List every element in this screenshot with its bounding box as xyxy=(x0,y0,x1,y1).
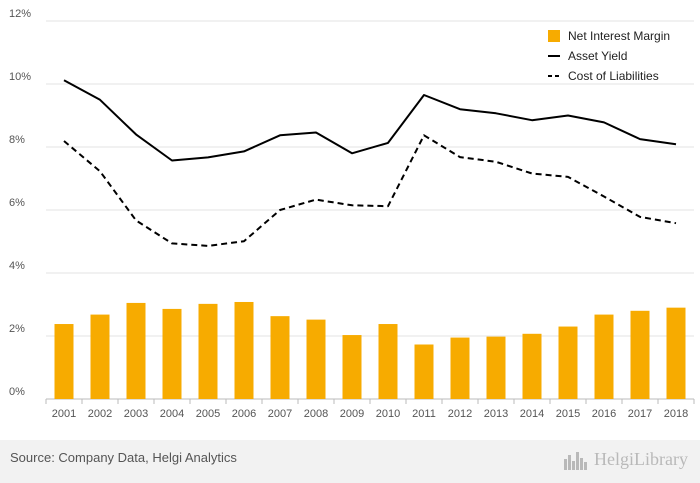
bar xyxy=(234,301,254,399)
x-tick-label: 2010 xyxy=(376,408,400,420)
legend: Net Interest Margin Asset Yield Cost of Li… xyxy=(548,29,670,83)
y-tick-label: 8% xyxy=(9,134,25,146)
bar xyxy=(198,303,218,399)
x-tick-label: 2009 xyxy=(340,408,364,420)
y-tick-label: 2% xyxy=(9,323,25,335)
bar xyxy=(270,316,290,399)
bar xyxy=(486,336,506,399)
x-tick-label: 2011 xyxy=(412,408,436,420)
y-tick-label: 12% xyxy=(9,8,31,20)
city-skyline-icon xyxy=(564,451,588,470)
bar xyxy=(450,337,470,399)
x-tick-label: 2005 xyxy=(196,408,220,420)
x-axis-ticks: 2001 2002 2003 2004 2005 2006 2007 2008 2009 2010… xyxy=(45,399,695,420)
x-tick-label: 2012 xyxy=(448,408,472,420)
bar xyxy=(378,324,398,399)
y-tick-label: 4% xyxy=(9,260,25,272)
x-tick-label: 2002 xyxy=(88,408,112,420)
brand: HelgiLibrary xyxy=(563,449,688,470)
legend-label: Asset Yield xyxy=(568,49,627,63)
legend-swatch xyxy=(548,30,560,42)
x-tick-label: 2008 xyxy=(304,408,328,420)
y-tick-label: 0% xyxy=(9,386,25,398)
legend-label: Net Interest Margin xyxy=(568,29,670,43)
x-tick-label: 2003 xyxy=(124,408,148,420)
bar xyxy=(414,344,434,399)
asset-yield-line xyxy=(63,79,677,162)
bar xyxy=(594,314,614,399)
bar xyxy=(90,314,110,399)
x-tick-label: 2006 xyxy=(232,408,256,420)
bar xyxy=(630,310,650,399)
x-tick-label: 2013 xyxy=(484,408,508,420)
chart: 0%2%4%6%8%10%12% 2001 2002 2003 2004 2005 200… xyxy=(9,8,695,420)
legend-label: Cost of Liabilities xyxy=(568,69,659,83)
brand-name: HelgiLibrary xyxy=(594,449,688,469)
x-tick-label: 2014 xyxy=(520,408,544,420)
y-axis-ticks: 0% 2% 4% 6% 8% 10% 12% xyxy=(9,8,31,398)
bar xyxy=(162,308,182,399)
x-tick-label: 2001 xyxy=(52,408,76,420)
x-tick-label: 2007 xyxy=(268,408,292,420)
y-tick-label: 6% xyxy=(9,197,25,209)
bar xyxy=(522,333,542,399)
bar xyxy=(342,335,362,399)
bars xyxy=(54,301,686,399)
bar xyxy=(558,326,578,399)
x-tick-label: 2015 xyxy=(556,408,580,420)
bar xyxy=(306,319,326,399)
x-tick-label: 2018 xyxy=(664,408,688,420)
lines xyxy=(63,79,677,247)
bar xyxy=(54,324,74,399)
y-tick-label: 10% xyxy=(9,71,31,83)
footer: Source: Company Data, Helgi Analytics He… xyxy=(0,440,700,483)
source-note: Source: Company Data, Helgi Analytics xyxy=(10,450,237,465)
bar xyxy=(126,302,146,399)
x-tick-label: 2016 xyxy=(592,408,616,420)
cost-of-liabilities-line xyxy=(63,134,677,247)
x-tick-label: 2004 xyxy=(160,408,184,420)
x-tick-label: 2017 xyxy=(628,408,652,420)
bar xyxy=(666,307,686,399)
